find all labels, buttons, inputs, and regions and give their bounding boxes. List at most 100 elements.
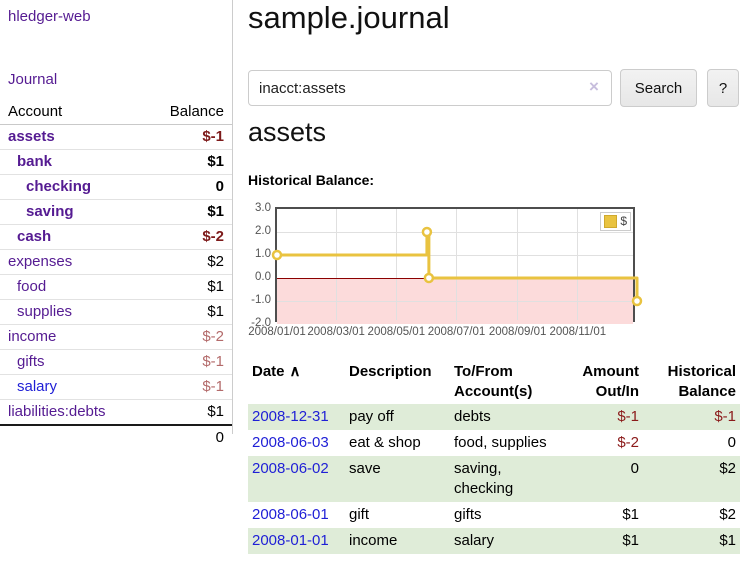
account-row: income $-2: [0, 324, 232, 350]
chart-gridline: [277, 300, 633, 302]
register-description-cell: eat & shop: [349, 434, 421, 451]
clear-search-icon[interactable]: ×: [589, 77, 599, 96]
account-link[interactable]: bank: [17, 153, 53, 170]
register-row[interactable]: 2008-12-31 pay off debts $-1 $-1: [248, 404, 740, 430]
x-tick-label: 2008/07/01: [427, 326, 486, 338]
chart-plot: 3.0 2.0 1.0 0.0 -1.0 -2.0 2008/01/01 2008/03/01…: [248, 202, 643, 338]
account-cell: supplies: [0, 299, 141, 325]
y-tick-label: 0.0: [255, 271, 271, 283]
register-row[interactable]: 2008-06-03 eat & shop food, supplies $-2 0: [248, 430, 740, 456]
account-balance: $1: [140, 274, 232, 300]
chart-gridline: [277, 231, 633, 233]
sidebar-item-journal[interactable]: Journal: [8, 71, 58, 88]
account-cell: food: [0, 274, 141, 300]
account-row: assets $-1: [0, 124, 232, 150]
transaction-date-link[interactable]: 2008-12-31: [252, 408, 329, 425]
x-tick-label: 2008/05/01: [367, 326, 426, 338]
register-date-cell: 2008-12-31: [248, 404, 345, 430]
register-col-date[interactable]: Date ∧: [252, 363, 301, 380]
search-input[interactable]: [248, 70, 612, 106]
register-rows: 2008-12-31 pay off debts $-1 $-1 2008-06-03 ea…: [248, 404, 740, 554]
register-row[interactable]: 2008-01-01 income salary $1 $1: [248, 528, 740, 554]
x-tick-label: 2008/11/01: [549, 326, 607, 338]
register-col-accounts: To/From Account(s): [454, 363, 533, 400]
account-link[interactable]: income: [8, 328, 57, 345]
register-date-cell: 2008-06-03: [248, 430, 345, 456]
account-row: food $1: [0, 274, 232, 300]
account-link[interactable]: salary: [17, 378, 58, 395]
help-button[interactable]: ?: [707, 69, 739, 107]
sort-asc-icon: ∧: [289, 363, 301, 380]
account-row: salary $-1: [0, 374, 232, 400]
app-title-link[interactable]: hledger-web: [8, 8, 91, 25]
register-balance-cell: $-1: [714, 408, 736, 425]
accounts-col-account: Account: [0, 100, 141, 125]
x-tick-label: 2008/03/01: [307, 326, 365, 338]
register-accounts-cell: gifts: [454, 506, 482, 523]
register-balance-cell: 0: [727, 434, 736, 451]
account-row: checking 0: [0, 174, 232, 200]
register-description-cell: pay off: [349, 408, 394, 425]
register-col-description: Description: [349, 363, 432, 380]
account-link[interactable]: supplies: [17, 303, 73, 320]
account-row: saving $1: [0, 199, 232, 225]
transaction-date-link[interactable]: 2008-01-01: [252, 532, 329, 549]
sidebar: hledger-web Journal Account Balance asse…: [0, 0, 233, 450]
account-balance: $-1: [140, 374, 232, 400]
account-link[interactable]: food: [17, 278, 47, 295]
account-link[interactable]: liabilities:debts: [8, 403, 106, 420]
y-tick-label: -2.0: [251, 317, 271, 329]
chart-gridline: [517, 209, 519, 320]
transaction-date-link[interactable]: 2008-06-01: [252, 506, 329, 523]
y-tick-label: 3.0: [255, 202, 271, 214]
chart-gridline: [395, 209, 397, 320]
account-cell: checking: [0, 174, 141, 200]
accounts-table: Account Balance assets $-1 bank $1 checking 0…: [0, 100, 232, 450]
account-cell: income: [0, 324, 141, 350]
account-row: gifts $-1: [0, 349, 232, 375]
register-table: Date ∧ Description To/From Account(s) Amo…: [248, 360, 740, 554]
legend-label: $: [620, 214, 627, 228]
account-link[interactable]: gifts: [17, 353, 45, 370]
main-content: sample.journal × Search ? assets Histori…: [248, 0, 740, 582]
account-row: bank $1: [0, 149, 232, 175]
transaction-date-link[interactable]: 2008-06-03: [252, 434, 329, 451]
account-cell: cash: [0, 224, 141, 250]
register-row[interactable]: 2008-06-01 gift gifts $1 $2: [248, 502, 740, 528]
account-cell: expenses: [0, 249, 141, 275]
register-balance-cell: $1: [719, 532, 736, 549]
data-point-marker: [423, 272, 435, 284]
account-row: cash $-2: [0, 224, 232, 250]
account-row: supplies $1: [0, 299, 232, 325]
account-link[interactable]: expenses: [8, 253, 73, 270]
account-balance: $1: [140, 399, 232, 426]
data-point-marker: [421, 226, 433, 238]
register-col-amount: Amount Out/In: [582, 363, 639, 400]
register-date-cell: 2008-06-02: [248, 456, 345, 502]
register-description-cell: save: [349, 460, 381, 477]
account-cell: bank: [0, 149, 141, 175]
register-balance-cell: $2: [719, 460, 736, 477]
account-link[interactable]: saving: [26, 203, 74, 220]
account-heading: assets: [248, 117, 327, 147]
y-tick-label: -1.0: [251, 294, 271, 306]
transaction-date-link[interactable]: 2008-06-02: [252, 460, 329, 477]
register-accounts-cell: food, supplies: [454, 434, 547, 451]
page-title: sample.journal: [248, 0, 450, 35]
account-link[interactable]: cash: [17, 228, 52, 245]
chart-gridline: [456, 209, 457, 320]
y-tick-label: 2.0: [255, 225, 271, 237]
account-link[interactable]: checking: [26, 178, 92, 195]
register-accounts-cell: saving, checking: [454, 460, 514, 497]
account-link[interactable]: assets: [8, 128, 55, 145]
account-cell: assets: [0, 124, 141, 150]
search-button[interactable]: Search: [620, 69, 697, 107]
chart-gridline: [335, 209, 337, 320]
register-date-cell: 2008-06-01: [248, 502, 345, 528]
register-row[interactable]: 2008-06-02 save saving, checking 0 $2: [248, 456, 740, 502]
register-date-cell: 2008-01-01: [248, 528, 345, 554]
account-row: liabilities:debts $1: [0, 399, 232, 426]
legend-swatch: [604, 215, 618, 228]
account-cell: gifts: [0, 349, 141, 375]
register-accounts-cell: salary: [454, 532, 495, 549]
